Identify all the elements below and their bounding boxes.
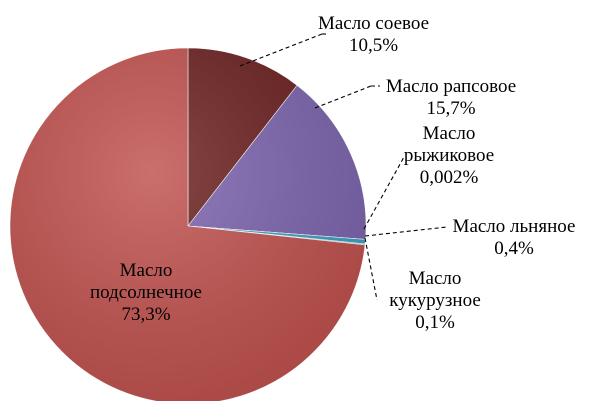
- label-name-line1: Масло: [119, 260, 173, 281]
- slice-label-flax: Масло льняное 0,4%: [444, 216, 584, 260]
- pie-slices: [9, 47, 367, 401]
- label-name: Масло льняное: [452, 216, 576, 237]
- slice-label-camelina: Масло рыжиковое 0,002%: [394, 123, 504, 189]
- leader-lines: [239, 33, 448, 301]
- label-value: 73,3%: [121, 304, 171, 325]
- slice-label-soy: Масло соевое 10,5%: [311, 13, 436, 57]
- label-name: Масло рапсовое: [385, 76, 517, 97]
- label-name-line1: Масло: [422, 123, 476, 144]
- label-name-line2: рыжиковое: [403, 145, 495, 166]
- slice-label-rapeseed: Масло рапсовое 15,7%: [376, 76, 526, 120]
- label-name-line2: кукурузное: [389, 290, 481, 311]
- label-name-line1: Масло: [408, 268, 462, 289]
- slice-label-corn: Масло кукурузное 0,1%: [380, 268, 490, 334]
- label-name-line2: подсолнечное: [90, 282, 202, 303]
- label-value: 0,1%: [415, 312, 455, 333]
- slice-label-sunflower: Масло подсолнечное 73,3%: [66, 260, 226, 326]
- label-value: 15,7%: [426, 98, 476, 119]
- label-value: 0,002%: [419, 167, 479, 188]
- label-value: 0,4%: [494, 238, 534, 259]
- label-value: 10,5%: [348, 35, 399, 56]
- label-name: Масло соевое: [317, 13, 430, 34]
